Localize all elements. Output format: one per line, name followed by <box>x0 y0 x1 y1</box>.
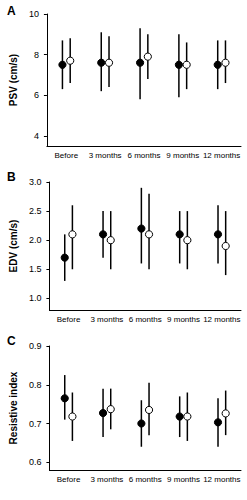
svg-text:6 months: 6 months <box>129 315 162 324</box>
svg-text:1.5: 1.5 <box>29 264 42 274</box>
svg-text:9 months: 9 months <box>167 475 200 484</box>
svg-text:6 months: 6 months <box>128 151 161 160</box>
svg-text:2.0: 2.0 <box>29 235 42 245</box>
svg-text:12 months: 12 months <box>203 475 240 484</box>
svg-text:3 months: 3 months <box>89 151 122 160</box>
svg-text:Before: Before <box>55 151 79 160</box>
svg-text:10: 10 <box>29 9 39 19</box>
svg-text:EDV (cm/s): EDV (cm/s) <box>8 220 19 273</box>
svg-text:Resistive index: Resistive index <box>8 371 19 444</box>
svg-text:2.5: 2.5 <box>29 206 42 216</box>
svg-text:0.7: 0.7 <box>29 419 42 429</box>
svg-text:0.6: 0.6 <box>29 457 42 467</box>
svg-text:Before: Before <box>57 315 81 324</box>
svg-text:6 months: 6 months <box>129 475 162 484</box>
svg-text:A: A <box>7 4 16 18</box>
svg-text:3.0: 3.0 <box>29 177 42 187</box>
svg-text:1.0: 1.0 <box>29 293 42 303</box>
svg-text:C: C <box>7 334 16 348</box>
svg-text:3 months: 3 months <box>90 315 123 324</box>
svg-text:9 months: 9 months <box>166 151 199 160</box>
svg-text:8: 8 <box>34 50 39 60</box>
svg-text:0.9: 0.9 <box>29 341 42 351</box>
svg-text:B: B <box>7 170 16 184</box>
svg-text:3 months: 3 months <box>90 475 123 484</box>
svg-text:4: 4 <box>34 131 39 141</box>
svg-text:0.8: 0.8 <box>29 380 42 390</box>
svg-text:Before: Before <box>57 475 81 484</box>
svg-text:PSV (cm/s): PSV (cm/s) <box>8 54 19 106</box>
svg-text:9 months: 9 months <box>167 315 200 324</box>
svg-text:12 months: 12 months <box>203 315 240 324</box>
svg-text:6: 6 <box>34 90 39 100</box>
svg-text:12 months: 12 months <box>203 151 240 160</box>
